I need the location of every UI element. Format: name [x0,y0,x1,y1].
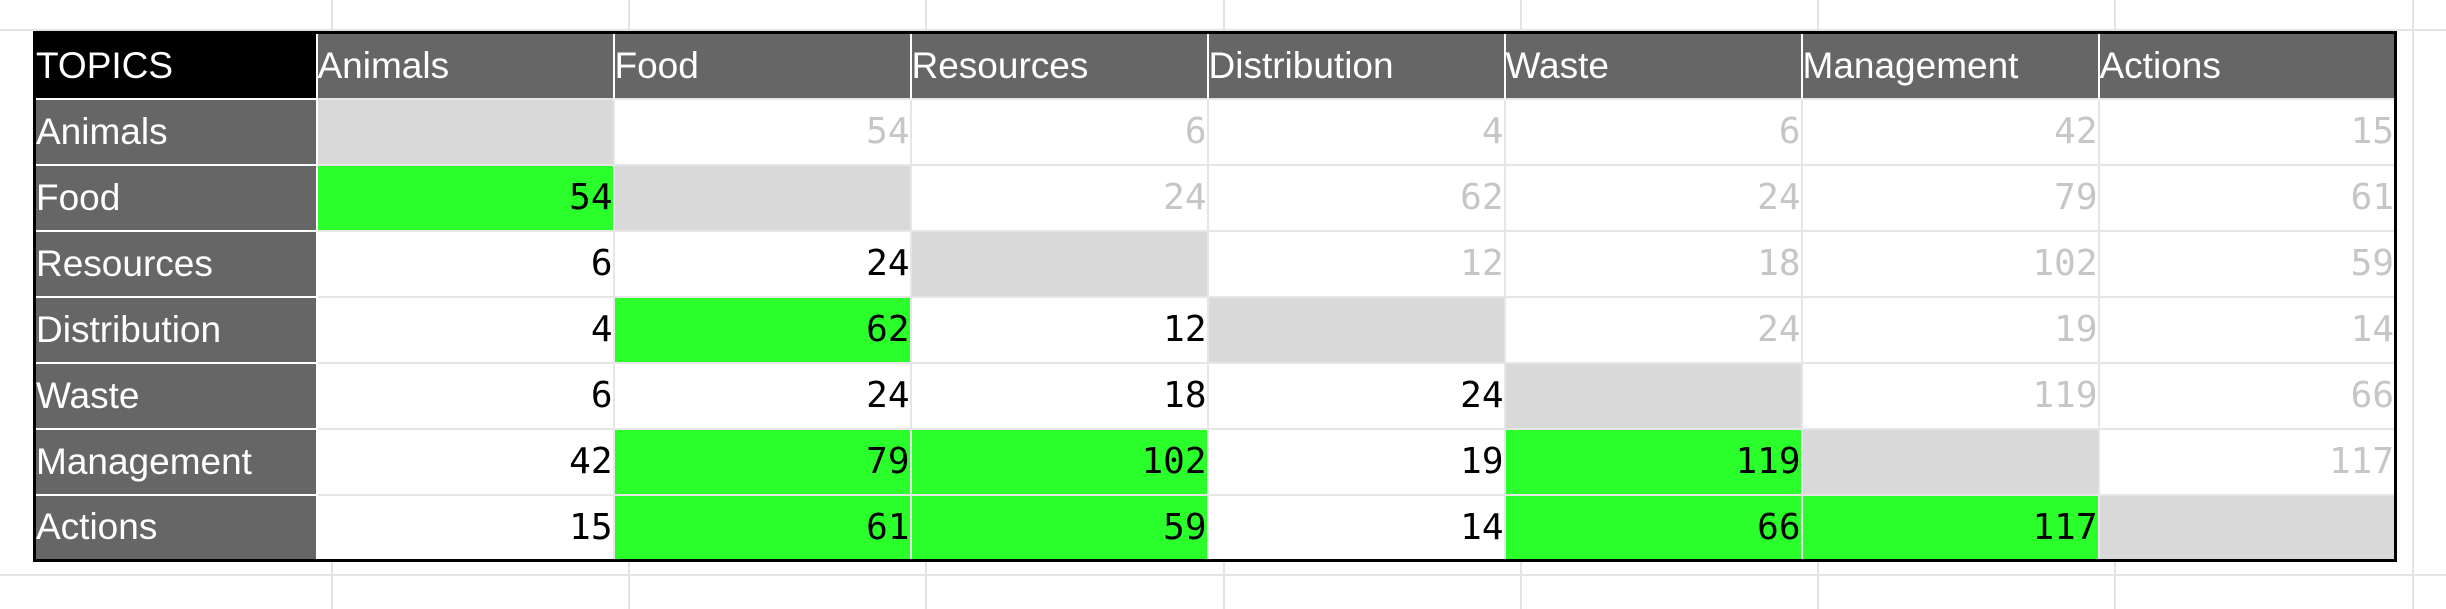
table-cell[interactable]: 66 [1503,493,1803,562]
column-header-food[interactable]: Food [612,32,912,99]
table-row: Management 42 79 102 19 119 117 [34,427,2397,496]
diagonal-cell[interactable] [1800,427,2100,496]
table-cell[interactable]: 54 [315,163,615,232]
table-cell[interactable]: 14 [2097,295,2397,364]
table-cell[interactable]: 119 [1800,361,2100,430]
diagonal-cell[interactable] [2097,493,2397,562]
table-row: Distribution 4 62 12 24 19 14 [34,295,2397,364]
table-cell[interactable]: 117 [2097,427,2397,496]
diagonal-cell[interactable] [315,97,615,166]
diagonal-cell[interactable] [909,229,1209,298]
row-header-management[interactable]: Management [34,427,318,495]
table-cell[interactable]: 19 [1206,427,1506,496]
grid-column-line [2412,0,2414,609]
table-cell[interactable]: 24 [612,361,912,430]
table-row: Resources 6 24 12 18 102 59 [34,229,2397,298]
table-cell[interactable]: 12 [909,295,1209,364]
diagonal-cell[interactable] [1503,361,1803,430]
table-cell[interactable]: 4 [315,295,615,364]
table-cell[interactable]: 24 [1206,361,1506,430]
row-header-food[interactable]: Food [34,163,318,231]
column-header-waste[interactable]: Waste [1503,32,1803,99]
table-cell[interactable]: 59 [909,493,1209,562]
table-cell[interactable]: 15 [2097,97,2397,166]
table-cell[interactable]: 102 [1800,229,2100,298]
table-cell[interactable]: 6 [315,229,615,298]
table-cell[interactable]: 24 [612,229,912,298]
row-header-resources[interactable]: Resources [34,229,318,297]
table-cell[interactable]: 4 [1206,97,1506,166]
table-cell[interactable]: 6 [315,361,615,430]
table-row: Actions 15 61 59 14 66 117 [34,493,2397,562]
table-row: Waste 6 24 18 24 119 66 [34,361,2397,430]
header-row: TOPICS Animals Food Resources Distributi… [34,32,2397,99]
table-cell[interactable]: 61 [612,493,912,562]
column-header-animals[interactable]: Animals [315,32,615,99]
row-header-animals[interactable]: Animals [34,97,318,165]
table-cell[interactable]: 24 [1503,163,1803,232]
column-header-distribution[interactable]: Distribution [1206,32,1506,99]
diagonal-cell[interactable] [612,163,912,232]
table-cell[interactable]: 24 [909,163,1209,232]
column-header-resources[interactable]: Resources [909,32,1209,99]
topics-matrix-table: TOPICS Animals Food Resources Distributi… [33,31,2397,562]
table-row: Food 54 24 62 24 79 61 [34,163,2397,232]
row-header-distribution[interactable]: Distribution [34,295,318,363]
table-cell[interactable]: 18 [1503,229,1803,298]
table-cell[interactable]: 24 [1503,295,1803,364]
table-cell[interactable]: 54 [612,97,912,166]
table-cell[interactable]: 12 [1206,229,1506,298]
table-cell[interactable]: 102 [909,427,1209,496]
table-cell[interactable]: 18 [909,361,1209,430]
row-header-actions[interactable]: Actions [34,493,318,561]
table-cell[interactable]: 42 [1800,97,2100,166]
grid-row-line [0,29,2446,31]
diagonal-cell[interactable] [1206,295,1506,364]
column-header-actions[interactable]: Actions [2097,32,2397,99]
table-cell[interactable]: 62 [1206,163,1506,232]
table-cell[interactable]: 42 [315,427,615,496]
table-cell[interactable]: 6 [1503,97,1803,166]
table-cell[interactable]: 15 [315,493,615,562]
table-cell[interactable]: 79 [612,427,912,496]
table-cell[interactable]: 66 [2097,361,2397,430]
table-cell[interactable]: 62 [612,295,912,364]
table-cell[interactable]: 61 [2097,163,2397,232]
corner-header-cell[interactable]: TOPICS [34,32,318,99]
table-cell[interactable]: 119 [1503,427,1803,496]
table-cell[interactable]: 6 [909,97,1209,166]
table-cell[interactable]: 19 [1800,295,2100,364]
table-cell[interactable]: 14 [1206,493,1506,562]
table-cell[interactable]: 59 [2097,229,2397,298]
table-cell[interactable]: 117 [1800,493,2100,562]
table-row: Animals 54 6 4 6 42 15 [34,97,2397,166]
row-header-waste[interactable]: Waste [34,361,318,429]
column-header-management[interactable]: Management [1800,32,2100,99]
grid-row-line [0,574,2446,576]
table-cell[interactable]: 79 [1800,163,2100,232]
